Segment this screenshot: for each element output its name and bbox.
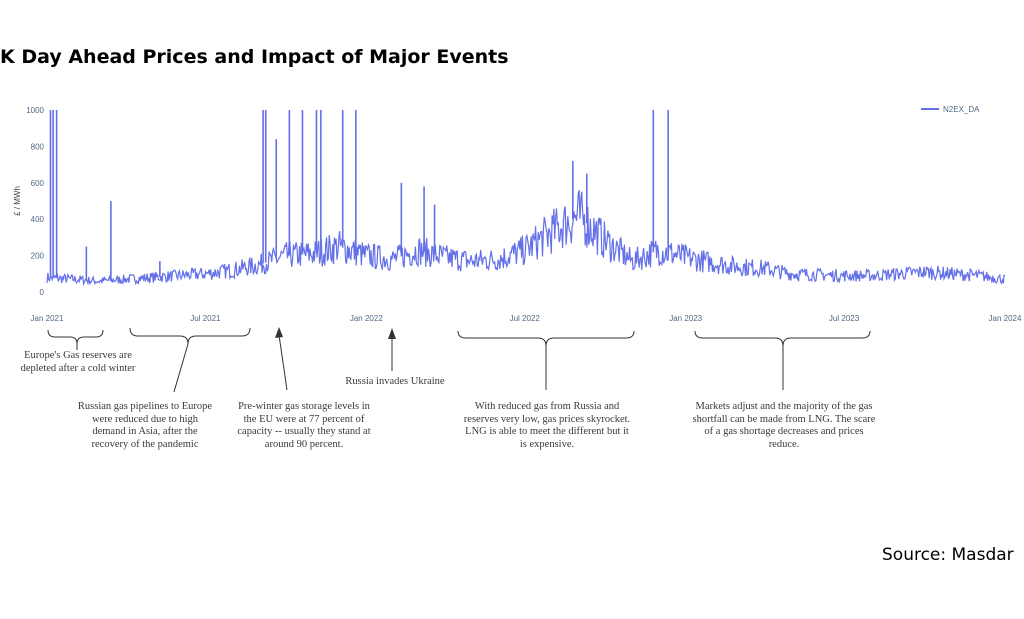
annotation-storage: Pre-winter gas storage levels in the EU … xyxy=(237,401,371,450)
x-tick-label: Jul 2021 xyxy=(190,314,221,323)
bracket-lng xyxy=(457,330,635,347)
legend-label: N2EX_DA xyxy=(943,105,980,114)
annotation-markets: Markets adjust and the majority of the g… xyxy=(692,401,876,450)
arrowhead-storage xyxy=(275,327,283,338)
bracket-cold-winter xyxy=(47,329,104,345)
y-tick-label: 1000 xyxy=(26,106,44,115)
y-tick-label: 600 xyxy=(31,179,45,188)
price-chart: 0 200 400 600 800 1000 £ / MWh Jan 2021 Jul 202… xyxy=(13,105,1022,323)
x-axis: Jan 2021 Jul 2021 Jan 2022 Jul 2022 Jan 2023… xyxy=(31,314,1022,323)
price-spikes xyxy=(49,110,669,281)
x-tick-label: Jul 2023 xyxy=(829,314,860,323)
pointer-pipelines xyxy=(173,343,189,393)
y-tick-label: 800 xyxy=(31,142,45,151)
y-axis: 0 200 400 600 800 1000 £ / MWh xyxy=(13,106,45,297)
bracket-markets xyxy=(694,330,871,347)
x-tick-label: Jul 2022 xyxy=(510,314,541,323)
arrow-storage xyxy=(278,334,288,391)
annotation-cold-winter: Europe's Gas reserves are depleted after… xyxy=(20,350,136,374)
x-tick-label: Jan 2023 xyxy=(669,314,702,323)
x-tick-label: Jan 2022 xyxy=(350,314,383,323)
x-tick-label: Jan 2024 xyxy=(989,314,1022,323)
legend: N2EX_DA xyxy=(921,105,980,114)
source-label: Source: Masdar xyxy=(882,545,1014,565)
annotation-ukraine: Russia invades Ukraine xyxy=(345,376,445,387)
annotation-pipelines: Russian gas pipelines to Europe were red… xyxy=(77,401,213,450)
chart-title: K Day Ahead Prices and Impact of Major E… xyxy=(0,46,509,68)
x-tick-label: Jan 2021 xyxy=(31,314,64,323)
annotation-lng: With reduced gas from Russia and reserve… xyxy=(463,401,631,450)
y-tick-label: 0 xyxy=(40,288,45,297)
y-tick-label: 400 xyxy=(31,215,45,224)
arrowhead-ukraine xyxy=(388,328,396,339)
series-line-n2ex-da xyxy=(46,190,1006,287)
y-tick-label: 200 xyxy=(31,252,45,261)
y-axis-title: £ / MWh xyxy=(13,186,22,216)
bracket-pipelines xyxy=(129,327,251,345)
